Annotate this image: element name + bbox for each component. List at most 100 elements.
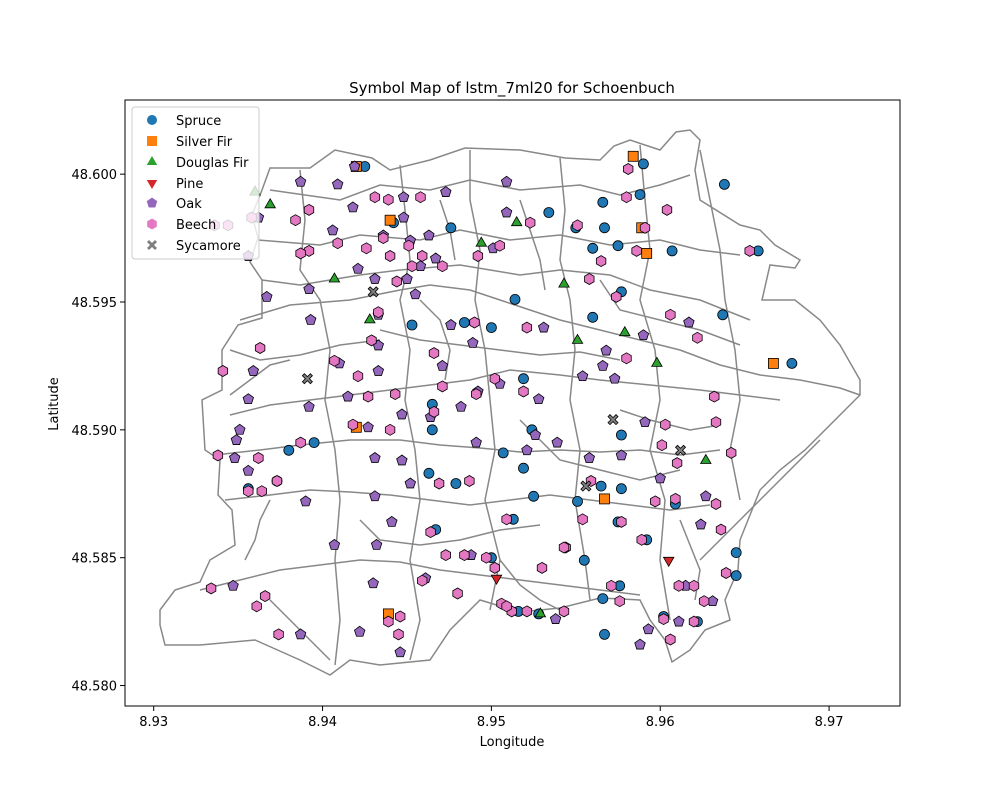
- beech-point: [621, 352, 632, 365]
- x-tick-label: 8.95: [477, 715, 506, 730]
- beech-point: [303, 244, 315, 257]
- spruce-point: [597, 593, 609, 604]
- beech-point: [378, 232, 389, 245]
- oak-point: [396, 408, 408, 420]
- beech-point: [469, 316, 480, 329]
- douglas-fir-point: [618, 325, 631, 337]
- douglas-fir-point: [475, 236, 488, 247]
- legend-label-spruce: Spruce: [176, 114, 221, 129]
- pine-point: [662, 556, 675, 568]
- beech-point: [217, 365, 229, 377]
- oak-point: [227, 579, 239, 591]
- douglas-fir-point: [651, 356, 663, 367]
- spruce-point: [423, 467, 435, 479]
- beech-point: [254, 342, 266, 354]
- beech-point: [616, 515, 627, 528]
- legend-label-sycamore: Sycamore: [176, 239, 241, 254]
- beech-point: [606, 579, 617, 592]
- legend-label-silver-fir: Silver Fir: [176, 135, 233, 150]
- oak-point: [294, 628, 307, 640]
- beech-point: [428, 347, 440, 360]
- legend-marker-pine: [146, 180, 158, 189]
- beech-point: [383, 615, 394, 628]
- oak-point: [521, 444, 533, 456]
- beech-point: [459, 549, 470, 562]
- beech-point: [636, 533, 647, 546]
- oak-point: [445, 319, 457, 330]
- beech-point: [362, 390, 374, 403]
- oak-point: [328, 538, 341, 550]
- beech-point: [393, 628, 404, 641]
- beech-point: [417, 250, 428, 262]
- oak-point: [397, 211, 410, 223]
- oak-point: [342, 390, 354, 402]
- y-tick-label: 48.600: [72, 168, 118, 183]
- silver-fir-point: [627, 150, 639, 162]
- beech-point: [403, 239, 414, 252]
- douglas-fir-point: [363, 313, 376, 324]
- x-tick-label: 8.94: [308, 715, 337, 730]
- oak-point: [372, 365, 385, 376]
- beech-point: [472, 250, 484, 262]
- oak-point: [247, 365, 260, 376]
- beech-point: [688, 615, 700, 628]
- sycamore-point: [607, 414, 619, 426]
- douglas-fir-point: [534, 607, 547, 618]
- beech-point: [595, 255, 607, 268]
- spruce-point: [587, 242, 599, 254]
- x-axis-label: Longitude: [480, 735, 545, 750]
- oak-point: [326, 224, 339, 236]
- beech-point: [709, 390, 720, 403]
- oak-point: [500, 206, 513, 218]
- oak-point: [423, 229, 435, 241]
- douglas-fir-point: [558, 277, 570, 288]
- spruce-point: [485, 322, 497, 334]
- sycamore-point: [367, 286, 379, 298]
- beech-point: [205, 582, 217, 595]
- douglas-fir-point: [571, 333, 584, 344]
- oak-point: [642, 623, 655, 635]
- beech-point: [437, 260, 448, 273]
- oak-point: [608, 372, 621, 384]
- beech-point: [290, 214, 301, 227]
- legend-label-beech: Beech: [176, 218, 216, 233]
- beech-point: [384, 423, 396, 436]
- silver-fir-point: [641, 247, 653, 259]
- douglas-fir-point: [328, 272, 341, 283]
- beech-point: [352, 370, 364, 383]
- oak-point: [362, 421, 374, 433]
- oak-point: [370, 538, 383, 550]
- legend-marker-beech: [147, 218, 157, 230]
- beech-point: [670, 492, 681, 505]
- spruce-point: [612, 240, 624, 252]
- beech-point: [621, 191, 632, 204]
- spruce-point: [572, 495, 583, 507]
- beech-point: [614, 595, 625, 608]
- oak-point: [470, 436, 482, 448]
- spruce-point: [730, 570, 742, 581]
- beech-point: [373, 306, 384, 319]
- spruce-point: [599, 222, 610, 234]
- spruce-point: [497, 447, 509, 459]
- x-tick-label: 8.93: [139, 715, 168, 730]
- beech-point: [536, 561, 548, 574]
- beech-point: [665, 633, 676, 646]
- oak-point: [549, 613, 562, 624]
- silver-fir-point: [384, 214, 396, 226]
- spruce-point: [445, 222, 457, 234]
- beech-point: [698, 595, 710, 608]
- legend-marker-douglas-fir: [146, 156, 158, 165]
- oak-point: [369, 273, 381, 284]
- oak-point: [551, 436, 563, 448]
- beech-point: [744, 244, 755, 257]
- sycamore-point: [674, 444, 687, 456]
- beech-point: [692, 331, 703, 344]
- oak-point: [331, 178, 344, 190]
- oak-point: [352, 262, 364, 274]
- beech-point: [295, 247, 306, 260]
- beech-point: [383, 193, 394, 206]
- beech-point: [558, 541, 570, 554]
- beech-point: [440, 549, 451, 562]
- spruce-point: [616, 483, 627, 495]
